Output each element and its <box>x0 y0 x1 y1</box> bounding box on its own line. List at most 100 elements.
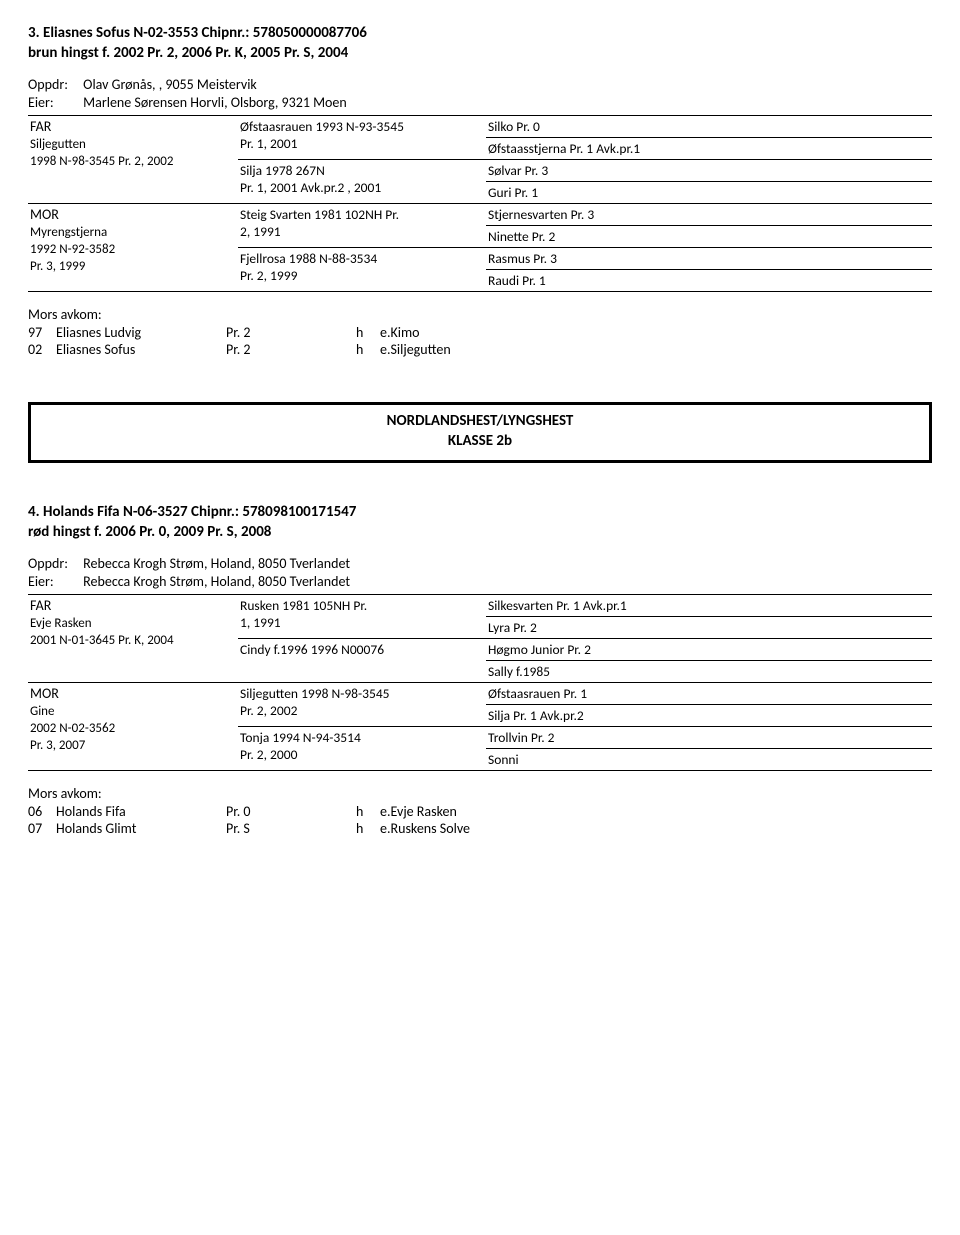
ff-cell: Øfstaasrauen 1993 N-93-3545 Pr. 1, 2001 <box>238 116 486 160</box>
far-label: FAR <box>30 118 51 135</box>
mf-pr: 2, 1991 <box>240 223 281 240</box>
eier-label: Eier: <box>28 573 80 590</box>
avkom-block: Mors avkom: 06 Holands Fifa Pr. 0 h e.Ev… <box>28 785 932 837</box>
avkom-sex: h <box>356 341 380 358</box>
mor-reg: 1992 N-92-3582 <box>30 242 115 257</box>
avkom-title: Mors avkom: <box>28 785 932 802</box>
avkom-sire: e.Evje Rasken <box>380 803 457 820</box>
oppdr-value: Olav Grønås, , 9055 Meistervik <box>83 76 257 93</box>
avkom-year: 06 <box>28 803 56 820</box>
g5-cell: Øfstaasrauen Pr. 1 <box>486 683 932 705</box>
eier-value: Marlene Sørensen Horvli, Olsborg, 9321 M… <box>83 94 347 111</box>
entry-title: 4. Holands Fifa N-06-3527 Chipnr.: 57809… <box>28 503 932 521</box>
eier-value: Rebecca Krogh Strøm, Holand, 8050 Tverla… <box>83 573 350 590</box>
avkom-sex: h <box>356 803 380 820</box>
avkom-row: 97 Eliasnes Ludvig Pr. 2 h e.Kimo <box>28 324 932 341</box>
mor-pr: Pr. 3, 2007 <box>30 738 85 753</box>
far-cell: FAR Evje Rasken 2001 N-01-3645 Pr. K, 20… <box>28 595 238 683</box>
mor-pr: Pr. 3, 1999 <box>30 259 85 274</box>
pedigree-table: FAR Siljegutten 1998 N-98-3545 Pr. 2, 20… <box>28 115 932 292</box>
g7-cell: Rasmus Pr. 3 <box>486 248 932 270</box>
g3-cell: Sølvar Pr. 3 <box>486 160 932 182</box>
far-reg: 1998 N-98-3545 Pr. 2, 2002 <box>30 154 173 169</box>
mf-name: Steig Svarten 1981 102NH Pr. <box>240 206 399 223</box>
oppdr-label: Oppdr: <box>28 555 80 572</box>
g1-cell: Silko Pr. 0 <box>486 116 932 138</box>
banner-line1: NORDLANDSHEST/LYNGSHEST <box>31 411 929 431</box>
avkom-year: 02 <box>28 341 56 358</box>
mm-name: Tonja 1994 N-94-3514 <box>240 729 361 746</box>
avkom-sex: h <box>356 820 380 837</box>
section-banner: NORDLANDSHEST/LYNGSHEST KLASSE 2b <box>28 402 932 463</box>
mor-reg: 2002 N-02-3562 <box>30 721 115 736</box>
avkom-name: Eliasnes Sofus <box>56 341 226 358</box>
far-cell: FAR Siljegutten 1998 N-98-3545 Pr. 2, 20… <box>28 116 238 204</box>
g2-cell: Øfstaasstjerna Pr. 1 Avk.pr.1 <box>486 138 932 160</box>
ff-name: Øfstaasrauen 1993 N-93-3545 <box>240 118 404 135</box>
ff-pr: Pr. 1, 2001 <box>240 135 297 152</box>
avkom-sire: e.Ruskens Solve <box>380 820 470 837</box>
avkom-year: 07 <box>28 820 56 837</box>
avkom-name: Eliasnes Ludvig <box>56 324 226 341</box>
avkom-row: 07 Holands Glimt Pr. S h e.Ruskens Solve <box>28 820 932 837</box>
mf-cell: Steig Svarten 1981 102NH Pr. 2, 1991 <box>238 204 486 248</box>
fm-name: Silja 1978 267N <box>240 162 325 179</box>
avkom-sire: e.Siljegutten <box>380 341 451 358</box>
fm-pr: Pr. 1, 2001 Avk.pr.2 , 2001 <box>240 179 381 196</box>
oppdr-value: Rebecca Krogh Strøm, Holand, 8050 Tverla… <box>83 555 350 572</box>
avkom-sire: e.Kimo <box>380 324 420 341</box>
fm-cell: Cindy f.1996 1996 N00076 <box>238 639 486 683</box>
g7-cell: Trollvin Pr. 2 <box>486 727 932 749</box>
banner-line2: KLASSE 2b <box>31 431 929 451</box>
entry-title: 3. Eliasnes Sofus N-02-3553 Chipnr.: 578… <box>28 24 932 42</box>
avkom-name: Holands Glimt <box>56 820 226 837</box>
breeder-owner-block: Oppdr: Olav Grønås, , 9055 Meistervik Ei… <box>28 76 932 111</box>
fm-cell: Silja 1978 267N Pr. 1, 2001 Avk.pr.2 , 2… <box>238 160 486 204</box>
ff-name: Rusken 1981 105NH Pr. <box>240 597 367 614</box>
mm-name: Fjellrosa 1988 N-88-3534 <box>240 250 377 267</box>
avkom-sex: h <box>356 324 380 341</box>
avkom-pr: Pr. S <box>226 820 356 837</box>
mf-cell: Siljegutten 1998 N-98-3545 Pr. 2, 2002 <box>238 683 486 727</box>
avkom-block: Mors avkom: 97 Eliasnes Ludvig Pr. 2 h e… <box>28 306 932 358</box>
fm-name: Cindy f.1996 1996 N00076 <box>240 641 384 658</box>
avkom-pr: Pr. 2 <box>226 324 356 341</box>
mor-name: Myrengstjerna <box>30 225 107 240</box>
g4-cell: Guri Pr. 1 <box>486 182 932 204</box>
mm-pr: Pr. 2, 2000 <box>240 746 297 763</box>
g2-cell: Lyra Pr. 2 <box>486 617 932 639</box>
g8-cell: Raudi Pr. 1 <box>486 270 932 292</box>
g6-cell: Silja Pr. 1 Avk.pr.2 <box>486 705 932 727</box>
pedigree-table: FAR Evje Rasken 2001 N-01-3645 Pr. K, 20… <box>28 594 932 771</box>
far-name: Siljegutten <box>30 137 86 152</box>
far-name: Evje Rasken <box>30 616 92 631</box>
avkom-row: 02 Eliasnes Sofus Pr. 2 h e.Siljegutten <box>28 341 932 358</box>
g3-cell: Høgmo Junior Pr. 2 <box>486 639 932 661</box>
ff-pr: 1, 1991 <box>240 614 281 631</box>
avkom-pr: Pr. 2 <box>226 341 356 358</box>
g4-cell: Sally f.1985 <box>486 661 932 683</box>
far-label: FAR <box>30 597 51 614</box>
entry-subtitle: rød hingst f. 2006 Pr. 0, 2009 Pr. S, 20… <box>28 523 932 541</box>
entry-subtitle: brun hingst f. 2002 Pr. 2, 2006 Pr. K, 2… <box>28 44 932 62</box>
far-reg: 2001 N-01-3645 Pr. K, 2004 <box>30 633 174 648</box>
mor-label: MOR <box>30 206 59 223</box>
g1-cell: Silkesvarten Pr. 1 Avk.pr.1 <box>486 595 932 617</box>
g6-cell: Ninette Pr. 2 <box>486 226 932 248</box>
mf-pr: Pr. 2, 2002 <box>240 702 297 719</box>
avkom-name: Holands Fifa <box>56 803 226 820</box>
g5-cell: Stjernesvarten Pr. 3 <box>486 204 932 226</box>
avkom-pr: Pr. 0 <box>226 803 356 820</box>
avkom-year: 97 <box>28 324 56 341</box>
mor-label: MOR <box>30 685 59 702</box>
avkom-row: 06 Holands Fifa Pr. 0 h e.Evje Rasken <box>28 803 932 820</box>
mor-name: Gine <box>30 704 54 719</box>
eier-label: Eier: <box>28 94 80 111</box>
mm-cell: Tonja 1994 N-94-3514 Pr. 2, 2000 <box>238 727 486 771</box>
g8-cell: Sonni <box>486 749 932 771</box>
mm-pr: Pr. 2, 1999 <box>240 267 297 284</box>
breeder-owner-block: Oppdr: Rebecca Krogh Strøm, Holand, 8050… <box>28 555 932 590</box>
oppdr-label: Oppdr: <box>28 76 80 93</box>
ff-cell: Rusken 1981 105NH Pr. 1, 1991 <box>238 595 486 639</box>
mor-cell: MOR Myrengstjerna 1992 N-92-3582 Pr. 3, … <box>28 204 238 292</box>
